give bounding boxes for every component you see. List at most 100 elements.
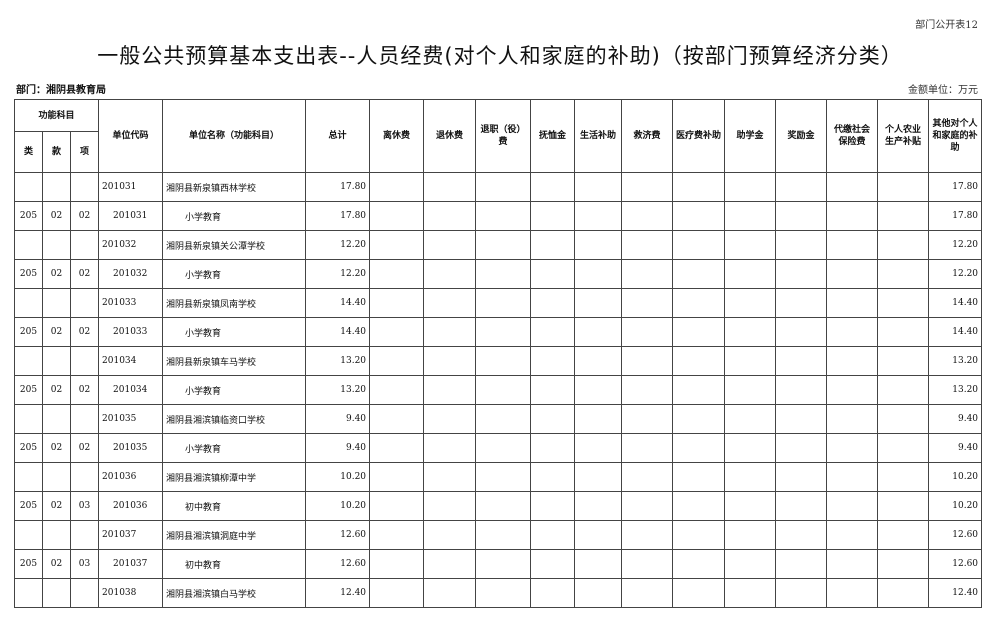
cell-lei: 205 [14, 375, 43, 405]
cell-total: 12.60 [305, 520, 371, 550]
cell-lei: 205 [14, 433, 43, 463]
cell-kuan [42, 520, 71, 550]
header-total: 总计 [305, 99, 371, 173]
cell-empty [369, 172, 425, 202]
cell-kuan: 02 [42, 433, 71, 463]
cell-code: 201032 [98, 230, 164, 260]
cell-total: 17.80 [305, 172, 371, 202]
cell-empty [574, 549, 623, 579]
cell-kuan [42, 404, 71, 434]
cell-empty [877, 317, 930, 347]
cell-kuan [42, 230, 71, 260]
table-row: 201035 湘阴县湘滨镇临资口学校 9.40 9.40 [14, 404, 983, 434]
cell-other: 12.60 [928, 549, 983, 579]
cell-empty [574, 201, 623, 231]
cell-empty [724, 404, 777, 434]
cell-name: 湘阴县湘滨镇柳潭中学 [162, 462, 307, 492]
cell-empty [724, 375, 777, 405]
table-row: 201032 湘阴县新泉镇关公潭学校 12.20 12.20 [14, 230, 983, 260]
cell-name: 湘阴县湘滨镇临资口学校 [162, 404, 307, 434]
cell-empty [877, 230, 930, 260]
cell-empty [475, 201, 532, 231]
cell-empty [877, 404, 930, 434]
cell-empty [530, 288, 576, 318]
header-col: 奖励金 [775, 99, 828, 173]
cell-empty [423, 578, 477, 608]
cell-empty [530, 520, 576, 550]
cell-empty [724, 317, 777, 347]
cell-empty [877, 172, 930, 202]
cell-code: 201037 [98, 520, 164, 550]
cell-empty [724, 491, 777, 521]
cell-empty [423, 230, 477, 260]
cell-kuan: 02 [42, 375, 71, 405]
cell-empty [672, 578, 726, 608]
table-row: 205 02 02 201035 小学教育 9.40 9.40 [14, 433, 983, 463]
cell-empty [621, 578, 674, 608]
cell-code: 201034 [98, 375, 164, 405]
cell-empty [574, 520, 623, 550]
header-kuan: 款 [42, 131, 71, 173]
cell-code: 201031 [98, 201, 164, 231]
cell-xiang: 03 [69, 549, 100, 579]
cell-code: 201038 [98, 578, 164, 608]
cell-xiang [69, 462, 100, 492]
cell-empty [621, 433, 674, 463]
cell-empty [826, 520, 879, 550]
cell-empty [621, 230, 674, 260]
cell-other: 14.40 [928, 288, 983, 318]
cell-empty [775, 288, 828, 318]
table-row: 201038 湘阴县湘滨镇白马学校 12.40 12.40 [14, 578, 983, 608]
cell-empty [672, 375, 726, 405]
cell-lei [14, 462, 43, 492]
unit-label: 金额单位：万元 [908, 85, 978, 96]
cell-empty [530, 172, 576, 202]
cell-empty [369, 549, 425, 579]
cell-total: 9.40 [305, 433, 371, 463]
cell-empty [530, 201, 576, 231]
cell-other: 13.20 [928, 375, 983, 405]
cell-empty [775, 578, 828, 608]
cell-empty [724, 433, 777, 463]
cell-empty [826, 549, 879, 579]
cell-empty [621, 317, 674, 347]
cell-empty [423, 375, 477, 405]
cell-empty [475, 259, 532, 289]
cell-lei [14, 520, 43, 550]
cell-empty [423, 346, 477, 376]
cell-name: 小学教育 [162, 433, 307, 463]
cell-empty [621, 404, 674, 434]
header-col: 代缴社会保险费 [826, 99, 879, 173]
cell-empty [574, 375, 623, 405]
cell-code: 201033 [98, 317, 164, 347]
cell-total: 12.20 [305, 230, 371, 260]
cell-empty [475, 549, 532, 579]
cell-kuan: 02 [42, 201, 71, 231]
cell-empty [672, 520, 726, 550]
cell-empty [672, 346, 726, 376]
cell-empty [775, 520, 828, 550]
cell-empty [530, 259, 576, 289]
cell-empty [621, 462, 674, 492]
cell-xiang [69, 404, 100, 434]
header-col: 医疗费补助 [672, 99, 726, 173]
department-label: 部门：湘阴县教育局 [16, 85, 106, 96]
cell-kuan [42, 462, 71, 492]
table-row: 201036 湘阴县湘滨镇柳潭中学 10.20 10.20 [14, 462, 983, 492]
cell-empty [574, 578, 623, 608]
cell-total: 10.20 [305, 462, 371, 492]
cell-empty [826, 288, 879, 318]
cell-empty [475, 346, 532, 376]
cell-other: 12.20 [928, 230, 983, 260]
cell-empty [530, 491, 576, 521]
cell-xiang [69, 520, 100, 550]
cell-other: 12.40 [928, 578, 983, 608]
cell-lei: 205 [14, 549, 43, 579]
cell-name: 湘阴县新泉镇西林学校 [162, 172, 307, 202]
cell-empty [826, 259, 879, 289]
header-col: 助学金 [724, 99, 777, 173]
cell-empty [724, 578, 777, 608]
cell-empty [530, 433, 576, 463]
cell-empty [877, 491, 930, 521]
cell-empty [574, 404, 623, 434]
